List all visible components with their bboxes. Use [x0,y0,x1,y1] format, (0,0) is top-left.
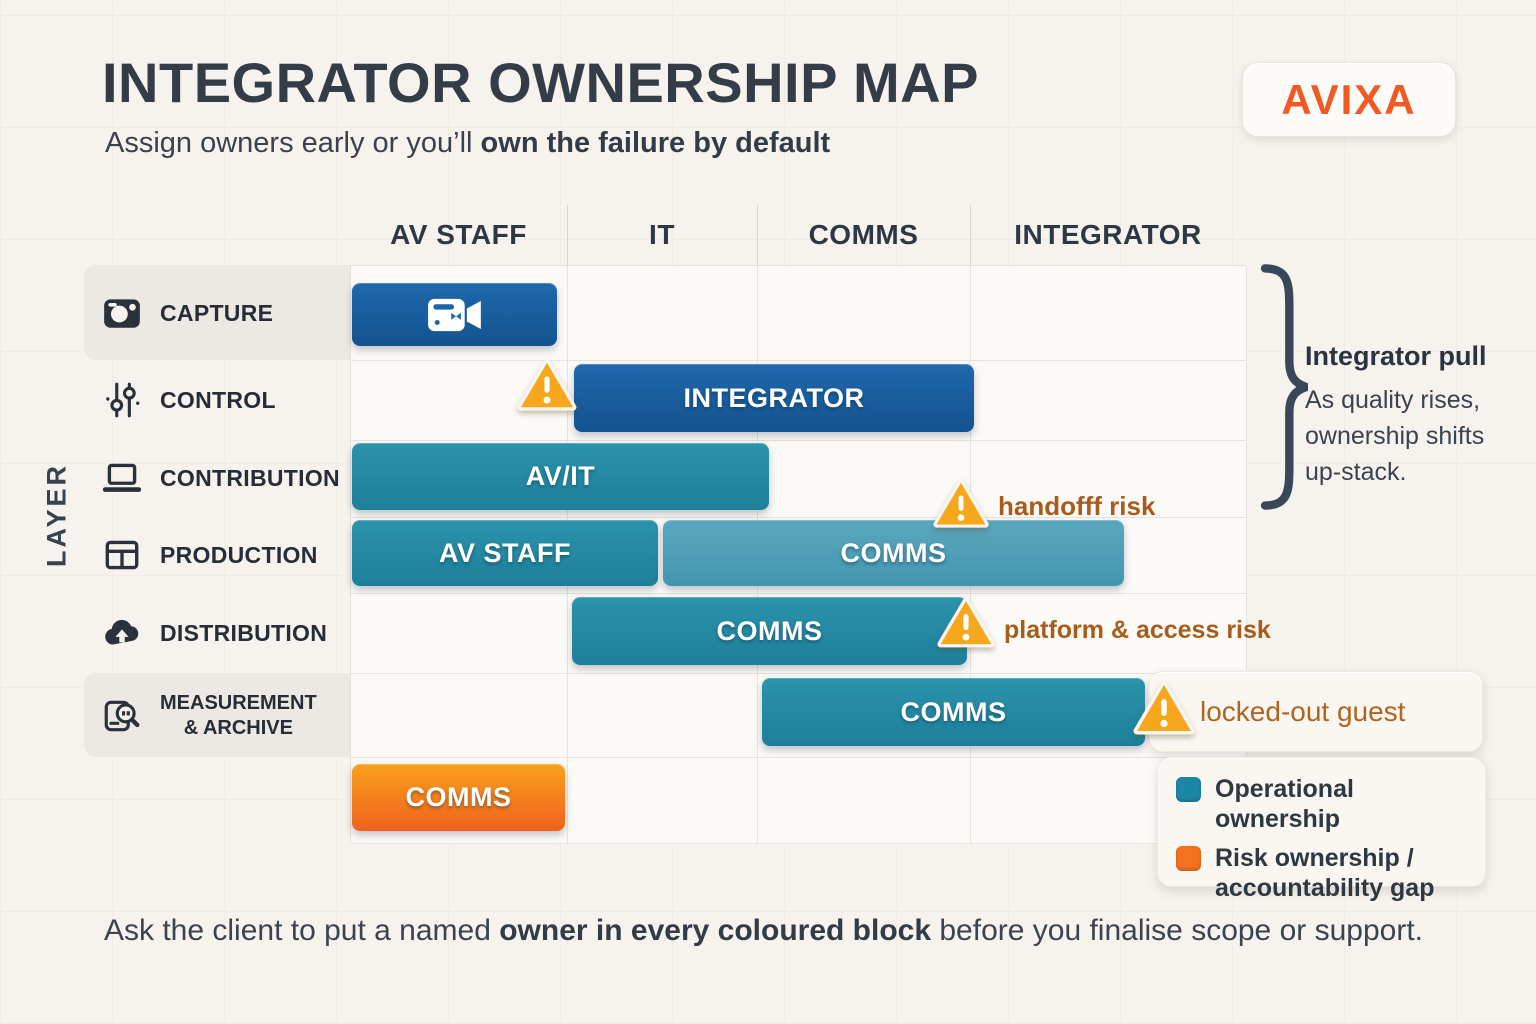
grid-cell [971,361,1247,441]
subtitle-bold: own the failure by default [480,127,831,159]
row-label-text: CAPTURE [160,299,274,326]
block-measurement-comms: COMMS [762,678,1145,746]
block-distribution-comms: COMMS [572,597,967,665]
legend-label: Risk ownership / accountability gap [1215,844,1435,902]
row-label-contribution: CONTRIBUTION [100,453,350,503]
row-label-capture: CAPTURE [100,288,350,338]
operational-color-swatch [1176,777,1201,802]
subtitle-prefix: Assign owners early or you’ll [105,127,481,159]
row-label-text: DISTRIBUTION [160,619,328,646]
brand-logo-card: AVIXA [1242,62,1456,137]
archive-magnifier-icon [100,694,144,738]
grid-cell [758,266,971,361]
block-contribution-av-it: AV/IT [352,443,769,510]
block-production-comms: COMMS [663,520,1124,586]
warning-icon-handoff [932,478,990,536]
row-label-measurement-archive: MEASUREMENT & ARCHIVE [100,687,350,745]
legend-item-operational: Operational ownership [1176,774,1467,834]
block-label: AV/IT [525,461,596,491]
avixa-logo: AVIXA [1281,75,1417,123]
integrator-pull-annotation: Integrator pull As quality rises, owners… [1305,341,1535,490]
grid-cell [568,758,758,844]
row-label-distribution: DISTRIBUTION [100,608,350,658]
annotation-line: As quality rises, [1305,386,1481,414]
grid-cell [971,594,1247,674]
annotation-title: Integrator pull [1305,341,1487,371]
footer-bold: owner in every coloured block [499,914,932,947]
column-header-av-staff: AV STAFF [350,205,568,265]
axis-label-layer: LAYER [41,462,72,568]
block-control-integrator: INTEGRATOR [574,364,974,432]
camera-icon [100,291,144,335]
page-subtitle: Assign owners early or you’ll own the fa… [105,127,830,160]
block-production-av-staff: AV STAFF [352,520,658,586]
row-label-production: PRODUCTION [100,530,350,580]
risk-label-handoff: handofff risk [998,491,1156,521]
grid-cell [351,594,568,674]
legend-label: Operational ownership [1215,775,1354,833]
annotation-line: ownership shifts [1305,422,1485,450]
grid-cell [971,266,1247,361]
row-label-text: CONTROL [160,386,276,413]
block-label: AV STAFF [439,537,571,568]
annotation-line: up-stack. [1305,458,1407,486]
video-camera-icon [427,295,483,335]
block-label: COMMS [840,537,947,568]
sliders-icon [100,378,144,422]
warning-icon-locked-out [1132,680,1196,743]
cloud-upload-icon [100,611,144,655]
page-title: INTEGRATOR OWNERSHIP MAP [102,51,979,114]
row-label-text: CONTRIBUTION [160,464,340,491]
warning-icon-control [516,358,578,419]
grid-cell [758,441,971,518]
layout-panes-icon [100,533,144,577]
grid-cell [351,674,568,758]
grid-cell [568,674,758,758]
laptop-icon [100,456,144,500]
integrator-pull-brace [1252,256,1320,523]
locked-out-guest-card [1149,671,1483,752]
column-header-comms: COMMS [757,205,971,265]
footer-callout: Ask the client to put a named owner in e… [104,914,1464,948]
block-unassigned-comms: COMMS [352,764,565,831]
row-label-text: MEASUREMENT & ARCHIVE [160,692,317,739]
block-label: COMMS [716,615,823,646]
legend-card: Operational ownership Risk ownership / ac… [1157,757,1486,902]
block-label: COMMS [900,696,1007,727]
block-label: INTEGRATOR [683,382,865,413]
footer-prefix: Ask the client to put a named [104,914,500,947]
block-capture-av-staff [352,283,557,346]
footer-suffix: before you finalise scope or support. [931,914,1423,947]
grid-cell [971,441,1247,518]
risk-label-platform: platform & access risk [1004,616,1271,644]
risk-color-swatch [1176,846,1201,871]
row-label-control: CONTROL [100,375,350,425]
row-label-text: PRODUCTION [160,541,318,568]
column-header-integrator: INTEGRATOR [1014,219,1202,250]
grid-cell [568,266,758,361]
block-label: COMMS [405,782,512,812]
warning-icon-platform [936,596,996,656]
risk-label-locked-out: locked-out guest [1200,696,1406,727]
grid-cell [758,758,971,844]
column-header-it: IT [567,205,758,265]
legend-item-risk: Risk ownership / accountability gap [1176,843,1467,903]
